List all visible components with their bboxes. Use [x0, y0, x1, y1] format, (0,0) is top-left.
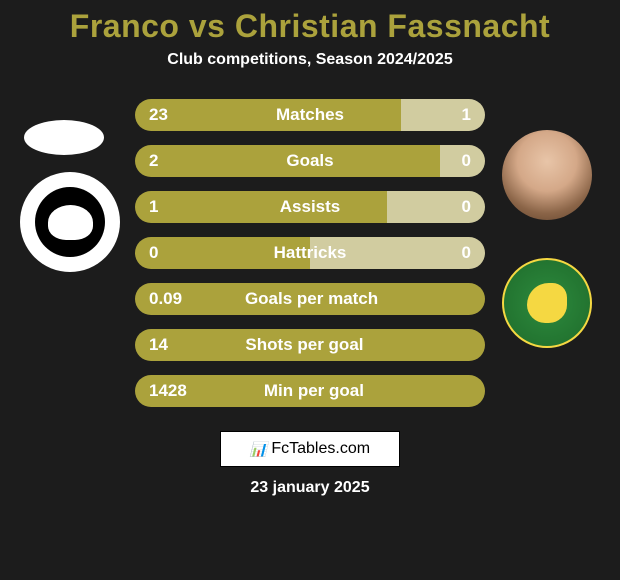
brand-text: FcTables.com	[271, 440, 370, 458]
stat-value-right: 0	[462, 243, 471, 263]
stat-row: 0 0 Hattricks	[135, 237, 485, 269]
stat-value-left: 0	[149, 243, 158, 263]
stat-value-left: 23	[149, 105, 168, 125]
stat-value-left: 1	[149, 197, 158, 217]
club-logo-left	[20, 172, 120, 272]
stat-row: 0.09Goals per match	[135, 283, 485, 315]
stat-value-left: 2	[149, 151, 158, 171]
stat-label: Shots per goal	[168, 335, 441, 355]
stat-value-right: 0	[462, 151, 471, 171]
stat-label: Goals per match	[182, 289, 441, 309]
stat-value-right: 0	[462, 197, 471, 217]
stat-value-left: 14	[149, 335, 168, 355]
chart-icon: 📊	[250, 441, 267, 458]
stat-row: 1428Min per goal	[135, 375, 485, 407]
stat-label: Min per goal	[187, 381, 441, 401]
stat-row: 1 0 Assists	[135, 191, 485, 223]
stat-value-right: 1	[462, 105, 471, 125]
stats-list: 23 1 Matches 2 0 Goals 1 0 Assists 0 0 Hattricks 0.0…	[135, 99, 485, 421]
date-label: 23 january 2025	[250, 479, 369, 497]
stat-row: 23 1 Matches	[135, 99, 485, 131]
stat-label: Assists	[280, 197, 340, 217]
player-photo-right	[502, 130, 592, 220]
stat-row: 14Shots per goal	[135, 329, 485, 361]
stat-value-left: 0.09	[149, 289, 182, 309]
stat-label: Goals	[286, 151, 333, 171]
brand-logo: 📊 FcTables.com	[220, 431, 400, 467]
player-photo-left	[24, 120, 104, 155]
stat-label: Matches	[276, 105, 344, 125]
stat-value-left: 1428	[149, 381, 187, 401]
club-logo-right	[502, 258, 592, 348]
stat-label: Hattricks	[274, 243, 347, 263]
stat-row: 2 0 Goals	[135, 145, 485, 177]
subtitle: Club competitions, Season 2024/2025	[167, 51, 452, 69]
page-title: Franco vs Christian Fassnacht	[70, 8, 550, 45]
